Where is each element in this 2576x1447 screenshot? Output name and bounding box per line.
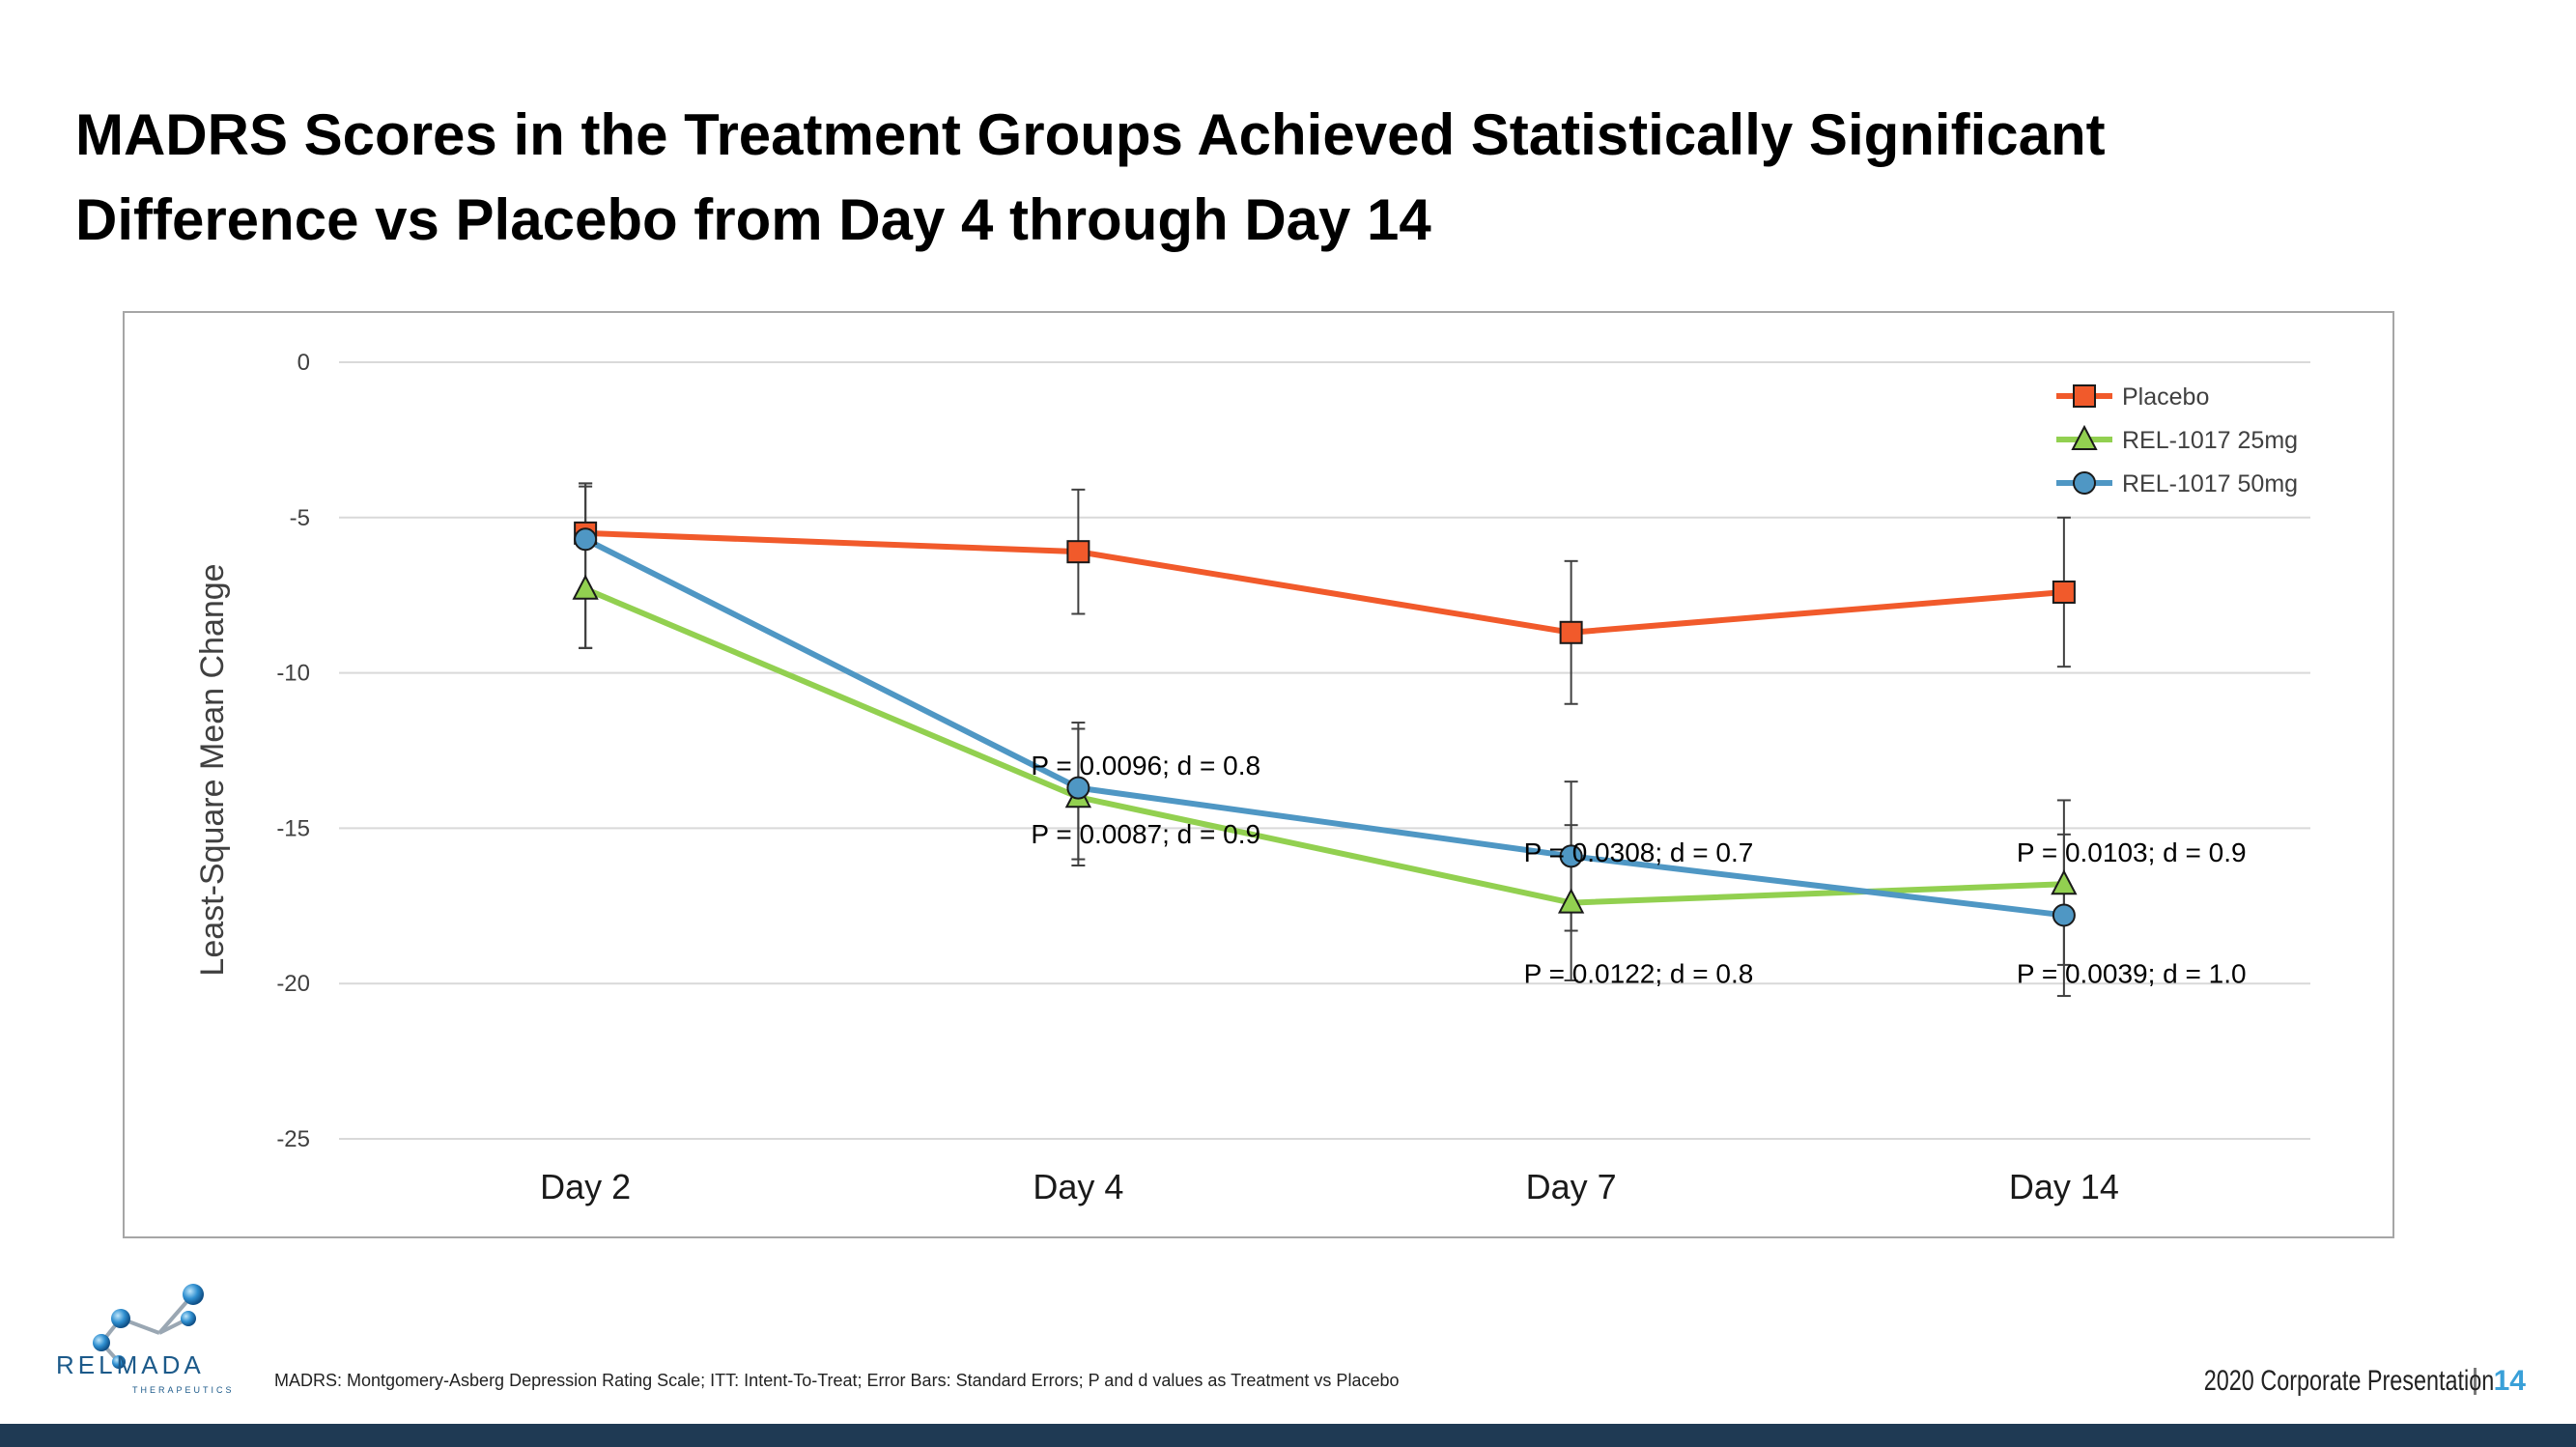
- series-line-1: [583, 586, 2064, 906]
- relmada-logo: RELMADA THERAPEUTICS: [53, 1265, 256, 1401]
- slide-title: MADRS Scores in the Treatment Groups Ach…: [75, 93, 2490, 263]
- legend-label: Placebo: [2122, 383, 2209, 411]
- data-point-1: [2051, 869, 2078, 895]
- legend-marker: [2071, 424, 2098, 450]
- data-point-1: [572, 574, 599, 600]
- footnote: MADRS: Montgomery-Asberg Depression Rati…: [274, 1371, 1400, 1390]
- x-tick-label: Day 14: [2009, 1167, 2119, 1206]
- data-point-0: [1066, 540, 1090, 564]
- legend-label: REL-1017 50mg: [2122, 470, 2298, 497]
- data-point-2: [1559, 844, 1583, 868]
- y-tick-label: -20: [276, 971, 310, 997]
- y-tick-label: 0: [297, 350, 310, 376]
- y-tick-label: -5: [290, 505, 310, 531]
- x-tick-label: Day 2: [540, 1167, 631, 1206]
- logo-subtext: THERAPEUTICS: [132, 1385, 235, 1395]
- data-point-2: [1066, 776, 1090, 800]
- y-tick-label: -10: [276, 661, 310, 687]
- data-point-2: [2052, 903, 2076, 927]
- y-tick-label: -25: [276, 1126, 310, 1152]
- legend-marker: [2073, 471, 2096, 495]
- line-chart: 0 -5 -10 -15 -20 -25 Least-Square Mean Change D…: [194, 350, 2310, 1206]
- footer-divider: [2473, 1368, 2477, 1395]
- p-value-annotation: P = 0.0096; d = 0.8: [1031, 751, 1260, 780]
- x-tick-label: Day 7: [1526, 1167, 1617, 1206]
- bottom-bar: [0, 1424, 2576, 1447]
- series-line-0: [585, 529, 2065, 636]
- p-value-annotation: P = 0.0039; d = 1.0: [2017, 959, 2247, 989]
- legend-label: REL-1017 25mg: [2122, 427, 2298, 454]
- p-value-annotation: P = 0.0103; d = 0.9: [2017, 837, 2247, 867]
- page-number: 14: [2493, 1365, 2526, 1397]
- x-tick-label: Day 4: [1033, 1167, 1123, 1206]
- slide-title-line1: MADRS Scores in the Treatment Groups Ach…: [75, 102, 2106, 167]
- y-axis-label: Least-Square Mean Change: [194, 563, 231, 976]
- data-point-0: [1559, 620, 1583, 644]
- p-value-annotation: P = 0.0308; d = 0.7: [1524, 837, 1754, 867]
- logo-text: RELMADA: [56, 1350, 205, 1379]
- presentation-name: 2020 Corporate Presentation: [2204, 1365, 2495, 1397]
- p-value-annotation: P = 0.0122; d = 0.8: [1524, 959, 1754, 989]
- data-point-2: [574, 527, 598, 552]
- chart-frame: 0 -5 -10 -15 -20 -25 Least-Square Mean Change D…: [123, 311, 2394, 1238]
- molecule-icon: RELMADA THERAPEUTICS: [56, 1284, 235, 1395]
- slide-title-line2: Difference vs Placebo from Day 4 through…: [75, 187, 1431, 252]
- legend-marker: [2073, 384, 2096, 408]
- footer: 2020 Corporate Presentation 14: [2122, 1362, 2526, 1401]
- data-point-1: [1557, 888, 1585, 914]
- series-line-2: [583, 536, 2065, 919]
- y-tick-label: -15: [276, 815, 310, 841]
- data-point-0: [2052, 580, 2076, 604]
- p-value-annotation: P = 0.0087; d = 0.9: [1031, 819, 1260, 849]
